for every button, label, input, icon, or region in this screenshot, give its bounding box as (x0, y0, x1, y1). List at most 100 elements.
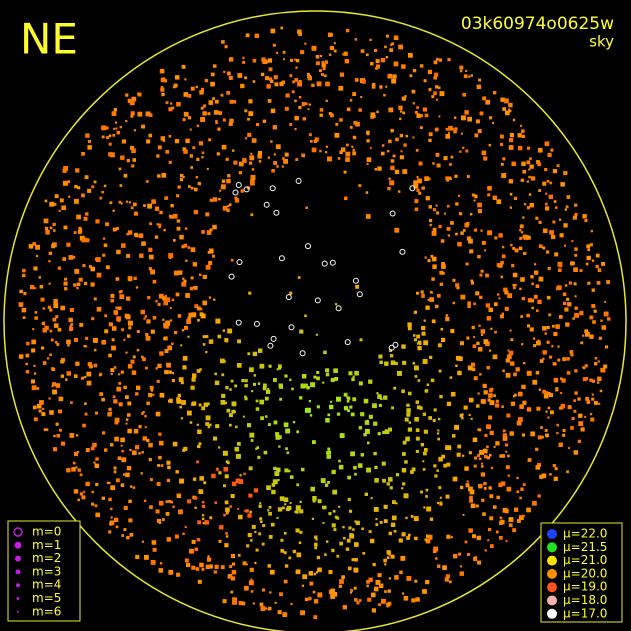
star (85, 336, 89, 340)
star (167, 345, 173, 351)
star (325, 81, 330, 87)
star (43, 218, 49, 224)
star (226, 178, 231, 184)
star (468, 451, 472, 455)
star (566, 195, 571, 199)
star (197, 181, 201, 186)
star (580, 341, 584, 345)
star (502, 433, 507, 438)
star (116, 316, 122, 322)
star (507, 349, 510, 352)
star (38, 276, 41, 279)
star (230, 590, 234, 594)
star (307, 76, 312, 81)
star (232, 149, 235, 152)
star (271, 489, 276, 495)
star (168, 398, 173, 403)
star (49, 226, 53, 230)
star (64, 287, 68, 291)
star (574, 306, 578, 310)
star (464, 466, 469, 471)
star (339, 541, 343, 546)
star (161, 92, 165, 97)
star (505, 372, 511, 378)
star (32, 242, 36, 246)
star (470, 74, 473, 77)
star (523, 203, 527, 206)
star (95, 457, 99, 461)
star (331, 523, 336, 528)
star (63, 166, 69, 171)
star (502, 436, 508, 441)
star (129, 100, 135, 106)
star (207, 555, 210, 558)
star (548, 313, 552, 317)
star (403, 596, 409, 601)
frame-id: 03k60974o0625w (461, 14, 614, 34)
star (438, 456, 443, 462)
star (172, 372, 175, 375)
star (314, 535, 318, 539)
star (209, 248, 214, 253)
bright-star (263, 201, 270, 208)
star (180, 417, 183, 420)
star (507, 454, 510, 458)
star (437, 343, 442, 348)
star (250, 439, 254, 442)
star (93, 461, 96, 464)
star (242, 56, 245, 59)
star (225, 339, 229, 343)
star (248, 291, 252, 295)
star (220, 399, 226, 405)
star (267, 564, 271, 568)
star (102, 253, 106, 257)
star (53, 298, 58, 304)
star (157, 174, 161, 178)
star (406, 412, 411, 417)
star (519, 236, 523, 240)
star (179, 478, 185, 484)
star (168, 572, 171, 575)
star (547, 391, 551, 395)
star (366, 584, 369, 588)
star (589, 243, 593, 247)
star (411, 89, 416, 94)
star (82, 264, 86, 268)
star (408, 52, 413, 58)
star (333, 49, 337, 53)
star (388, 107, 394, 113)
star (237, 554, 241, 557)
star (51, 244, 56, 249)
star (152, 393, 155, 396)
star (484, 549, 487, 552)
star (471, 281, 475, 285)
star (60, 305, 65, 311)
star (67, 180, 70, 184)
star (486, 424, 491, 430)
star (436, 293, 441, 298)
star (172, 213, 178, 219)
star (86, 380, 92, 386)
star (485, 273, 489, 278)
star (131, 96, 137, 102)
star (475, 504, 479, 508)
star (176, 270, 180, 274)
star (433, 408, 437, 412)
star (489, 430, 494, 435)
star (350, 412, 355, 417)
star (75, 466, 78, 469)
star (354, 520, 357, 523)
star (433, 546, 439, 552)
star (289, 502, 292, 505)
star (226, 208, 230, 212)
star (150, 329, 155, 334)
star (297, 81, 302, 87)
star (231, 570, 237, 575)
star (311, 147, 317, 153)
star (500, 519, 505, 525)
star (249, 510, 252, 514)
star (585, 331, 590, 337)
star (231, 481, 237, 487)
star (189, 286, 194, 291)
star (133, 129, 136, 132)
